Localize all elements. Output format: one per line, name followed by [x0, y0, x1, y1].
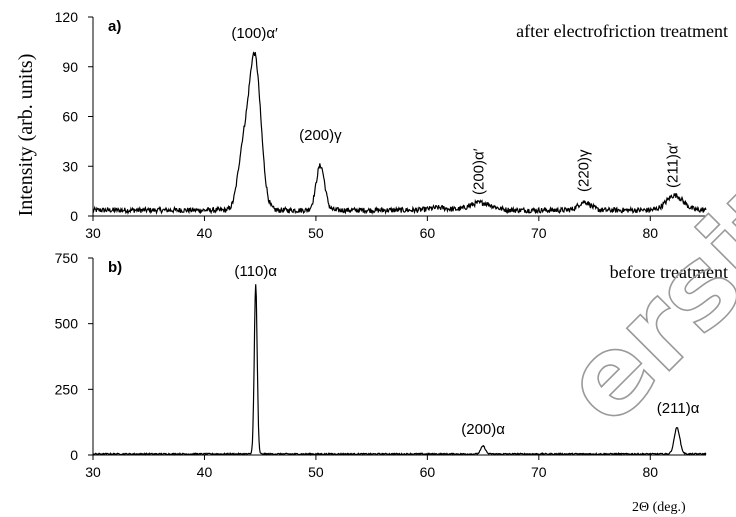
x-axis-label: 2Θ (deg.) — [632, 500, 686, 515]
y-tick-label: 0 — [70, 208, 78, 224]
peak-label: (100)α′ — [231, 25, 278, 42]
peak-label: (211)α — [657, 400, 700, 417]
y-axis-label: Intensity (arb. units) — [15, 54, 37, 217]
y-tick-label: 60 — [62, 109, 78, 125]
y-tick-label: 750 — [55, 250, 79, 266]
panel-label: b) — [108, 259, 122, 276]
x-tick-label: 30 — [85, 225, 101, 241]
panel-annotation: before treatment — [610, 262, 728, 282]
y-tick-label: 0 — [70, 447, 78, 463]
y-tick-label: 90 — [62, 59, 78, 75]
y-tick-label: 120 — [55, 9, 79, 25]
x-tick-label: 40 — [197, 464, 213, 480]
peak-label: (200)α′ — [471, 148, 488, 195]
xrd-line-series — [92, 284, 707, 456]
x-tick-label: 60 — [420, 464, 436, 480]
watermark: ersity — [538, 106, 736, 448]
xrd-line-series — [92, 51, 707, 216]
y-tick-label: 250 — [55, 381, 79, 397]
peak-label: (200)α — [461, 421, 505, 438]
peak-label: (200)γ — [299, 127, 342, 144]
panel-label: a) — [108, 18, 121, 35]
y-tick-label: 500 — [55, 316, 79, 332]
x-tick-label: 70 — [531, 225, 547, 241]
peak-label: (211)α′ — [665, 142, 682, 188]
x-tick-label: 70 — [531, 464, 547, 480]
peak-label: (110)α — [234, 263, 277, 280]
x-tick-label: 60 — [420, 225, 436, 241]
x-tick-label: 40 — [197, 225, 213, 241]
peak-label: (220)γ — [575, 149, 592, 192]
chart-panels: 0 30 60 90 120 30 40 50 60 70 80 a) after electrofri… — [55, 9, 728, 480]
x-tick-label: 80 — [642, 225, 658, 241]
x-tick-label: 50 — [308, 225, 324, 241]
y-tick-label: 30 — [62, 158, 78, 174]
x-tick-label: 30 — [85, 464, 101, 480]
x-tick-label: 50 — [308, 464, 324, 480]
x-tick-label: 80 — [642, 464, 658, 480]
panel-annotation: after electrofriction treatment — [516, 21, 728, 41]
